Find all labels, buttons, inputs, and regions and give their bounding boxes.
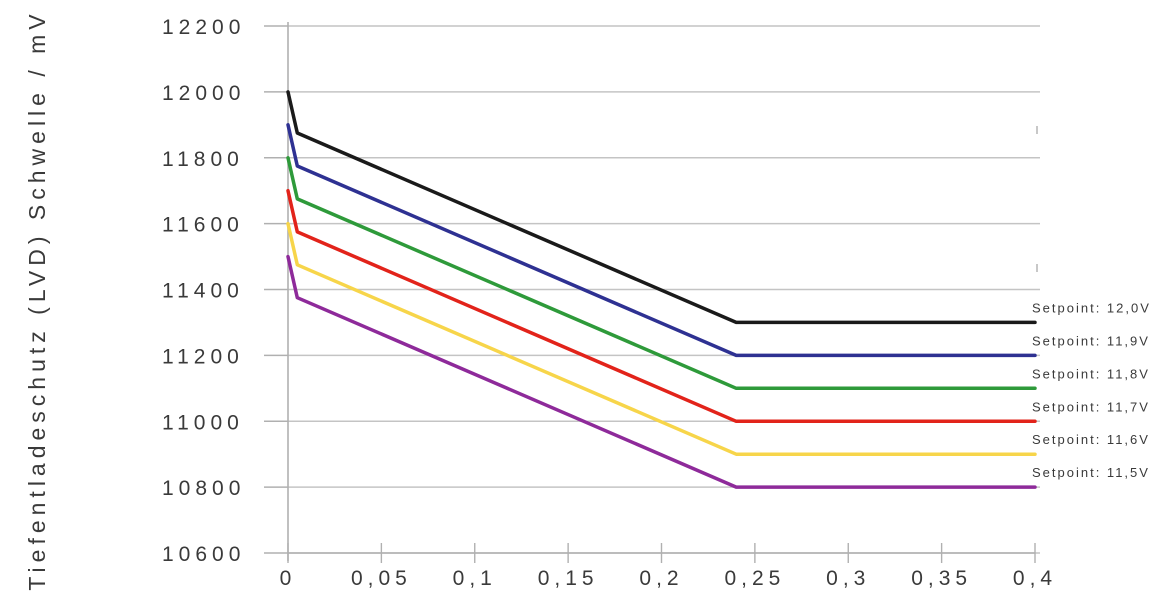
series-line	[286, 123, 1037, 358]
y-tick-label: 12200	[162, 16, 245, 39]
series-label: Setpoint: 12,0V	[1032, 300, 1151, 315]
x-tick-label: 0,2	[639, 567, 683, 590]
y-tick-label: 10600	[162, 543, 245, 566]
x-tick-label: 0,25	[724, 567, 785, 590]
y-tick-label: 10800	[162, 477, 245, 500]
series-label: Setpoint: 11,7V	[1032, 399, 1150, 414]
y-tick-label: 11800	[162, 148, 244, 171]
series-line	[286, 221, 1037, 456]
x-tick-label: 0,3	[826, 567, 870, 590]
y-axis-label: Tiefentladeschutz (LVD) Schwelle / mV	[24, 9, 50, 590]
x-tick-label: 0,05	[351, 567, 412, 590]
label-layer: 10600 10800 11000 11200 11400 11600 11800 12000…	[162, 16, 1151, 590]
series-label: Setpoint: 11,5V	[1032, 465, 1150, 480]
x-tick-label: 0,35	[911, 567, 972, 590]
series-layer	[286, 90, 1037, 489]
y-tick-label: 12000	[162, 82, 245, 105]
y-tick-label: 11600	[162, 214, 244, 237]
x-tick-label: 0,4	[1013, 567, 1057, 590]
series-label: Setpoint: 11,8V	[1032, 366, 1150, 381]
x-tick-label: 0,15	[538, 567, 599, 590]
series-line	[286, 254, 1037, 489]
series-label: Setpoint: 11,6V	[1032, 432, 1150, 447]
series-line	[286, 188, 1037, 424]
series-line	[286, 156, 1037, 391]
series-line	[286, 90, 1037, 325]
y-tick-label: 11000	[162, 411, 244, 434]
x-tick-label: 0	[280, 567, 297, 590]
series-label: Setpoint: 11,9V	[1032, 333, 1150, 348]
y-tick-label: 11400	[162, 280, 244, 303]
x-tick-label: 0,1	[453, 567, 497, 590]
axis-layer	[264, 22, 1038, 563]
y-tick-label: 11200	[162, 345, 244, 368]
